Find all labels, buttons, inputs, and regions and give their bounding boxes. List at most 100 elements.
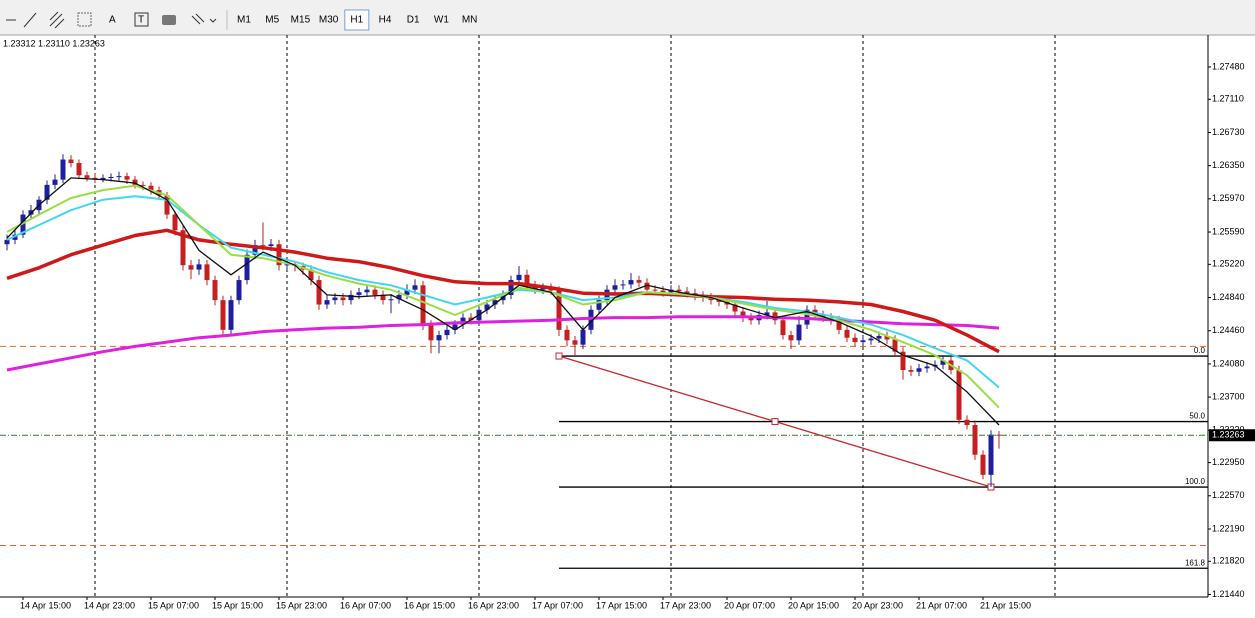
x-tick-label: 16 Apr 07:00: [340, 600, 391, 610]
x-tick-label: 17 Apr 07:00: [532, 600, 583, 610]
candle-body: [972, 425, 978, 455]
candle-body: [52, 179, 58, 185]
candle-body: [780, 320, 786, 336]
toolbar-background: [0, 0, 1255, 35]
y-tick-label: 1.24080: [1212, 358, 1245, 368]
y-tick-label: 1.26350: [1212, 160, 1245, 170]
x-tick-label: 15 Apr 23:00: [276, 600, 327, 610]
y-tick-label: 1.21440: [1212, 589, 1245, 599]
x-tick-label: 14 Apr 23:00: [84, 600, 135, 610]
label-tool-t: T: [138, 15, 144, 26]
candle-body: [68, 159, 74, 164]
candle-body: [308, 269, 314, 281]
candle-body: [900, 351, 906, 371]
toolbar: A T: [0, 0, 1255, 36]
candle-body: [908, 370, 914, 372]
candle-body: [348, 294, 354, 301]
candle-body: [524, 274, 530, 286]
candle-body: [124, 176, 130, 180]
candle-body: [100, 177, 106, 180]
candle-body: [364, 289, 370, 293]
y-tick-label: 1.22570: [1212, 490, 1245, 500]
x-tick-label: 20 Apr 07:00: [724, 600, 775, 610]
candle-body: [916, 368, 922, 372]
timeframe-button[interactable]: [344, 9, 370, 31]
channel-tool[interactable]: [49, 11, 65, 29]
candle-body: [580, 329, 586, 345]
arrows-tool[interactable]: [191, 13, 217, 25]
candle-body: [236, 280, 242, 301]
candle-body: [676, 289, 682, 292]
timeframe-label[interactable]: M5: [265, 15, 279, 26]
timeframe-label[interactable]: M1: [237, 15, 251, 26]
moving-average: [6, 315, 1000, 372]
candle-body: [564, 329, 570, 341]
timeframe-label[interactable]: D1: [407, 15, 420, 26]
y-tick-label: 1.24840: [1212, 292, 1245, 302]
candle-body: [508, 280, 514, 295]
candle-body: [332, 297, 338, 301]
candle-body: [748, 317, 754, 321]
fibo-label: 0.0: [1194, 346, 1206, 355]
candle-body: [540, 287, 546, 290]
candle-body: [252, 245, 258, 255]
trendline-handle: [555, 352, 563, 360]
candle-body: [612, 285, 618, 290]
y-tick-label: 1.27110: [1212, 94, 1244, 104]
candle-body: [276, 244, 282, 266]
candle-body: [484, 304, 490, 310]
candle-body: [428, 324, 434, 341]
candle-body: [892, 339, 898, 352]
y-tick-label: 1.25970: [1212, 193, 1245, 203]
candle-body: [164, 195, 170, 215]
candle-body: [444, 329, 450, 336]
candle-body: [4, 239, 10, 245]
timeframe-label[interactable]: M30: [319, 15, 339, 26]
candle-body: [172, 214, 178, 231]
timeframe-label[interactable]: H4: [379, 15, 392, 26]
candle-body: [396, 294, 402, 300]
candle-body: [740, 311, 746, 318]
candle-body: [796, 324, 802, 341]
candle-body: [788, 335, 794, 341]
candle-body: [324, 300, 330, 305]
candle-body: [868, 338, 874, 341]
trendline-tool[interactable]: [23, 12, 37, 28]
timeframe-label[interactable]: H1: [350, 15, 363, 26]
candle-body: [44, 184, 50, 200]
fibo-label: 50.0: [1189, 412, 1205, 421]
candle-body: [636, 280, 642, 283]
timeframe-label[interactable]: M15: [291, 15, 311, 26]
candle-body: [852, 337, 858, 343]
candle-body: [924, 366, 930, 369]
candle-body: [148, 185, 154, 191]
timeframe-label[interactable]: MN: [462, 15, 478, 26]
candle-body: [644, 282, 650, 290]
y-tick-label: 1.25590: [1212, 226, 1245, 236]
candle-body: [628, 280, 634, 285]
fibo-label: 100.0: [1185, 477, 1206, 486]
candle-body: [228, 300, 234, 330]
candle-body: [980, 454, 986, 475]
candle-body: [652, 289, 658, 291]
candle-body: [844, 329, 850, 338]
x-tick-label: 16 Apr 15:00: [404, 600, 455, 610]
timeframe-label[interactable]: W1: [434, 15, 449, 26]
fibo-tool[interactable]: [77, 12, 92, 27]
x-tick-label: 16 Apr 23:00: [468, 600, 519, 610]
label-tool[interactable]: [134, 12, 149, 27]
candle-body: [516, 274, 522, 281]
candle-body: [452, 324, 458, 330]
y-tick-label: 1.22190: [1212, 523, 1245, 533]
candle-body: [220, 300, 226, 330]
candle-body: [420, 285, 426, 325]
y-tick-label: 1.26730: [1212, 127, 1245, 137]
candle-body: [116, 176, 122, 178]
candle-body: [876, 335, 882, 339]
text-tool[interactable]: A: [109, 15, 116, 26]
candle-body: [372, 289, 378, 295]
candle-body: [76, 163, 82, 176]
shapes-tool[interactable]: [162, 15, 176, 25]
candle-body: [188, 265, 194, 270]
